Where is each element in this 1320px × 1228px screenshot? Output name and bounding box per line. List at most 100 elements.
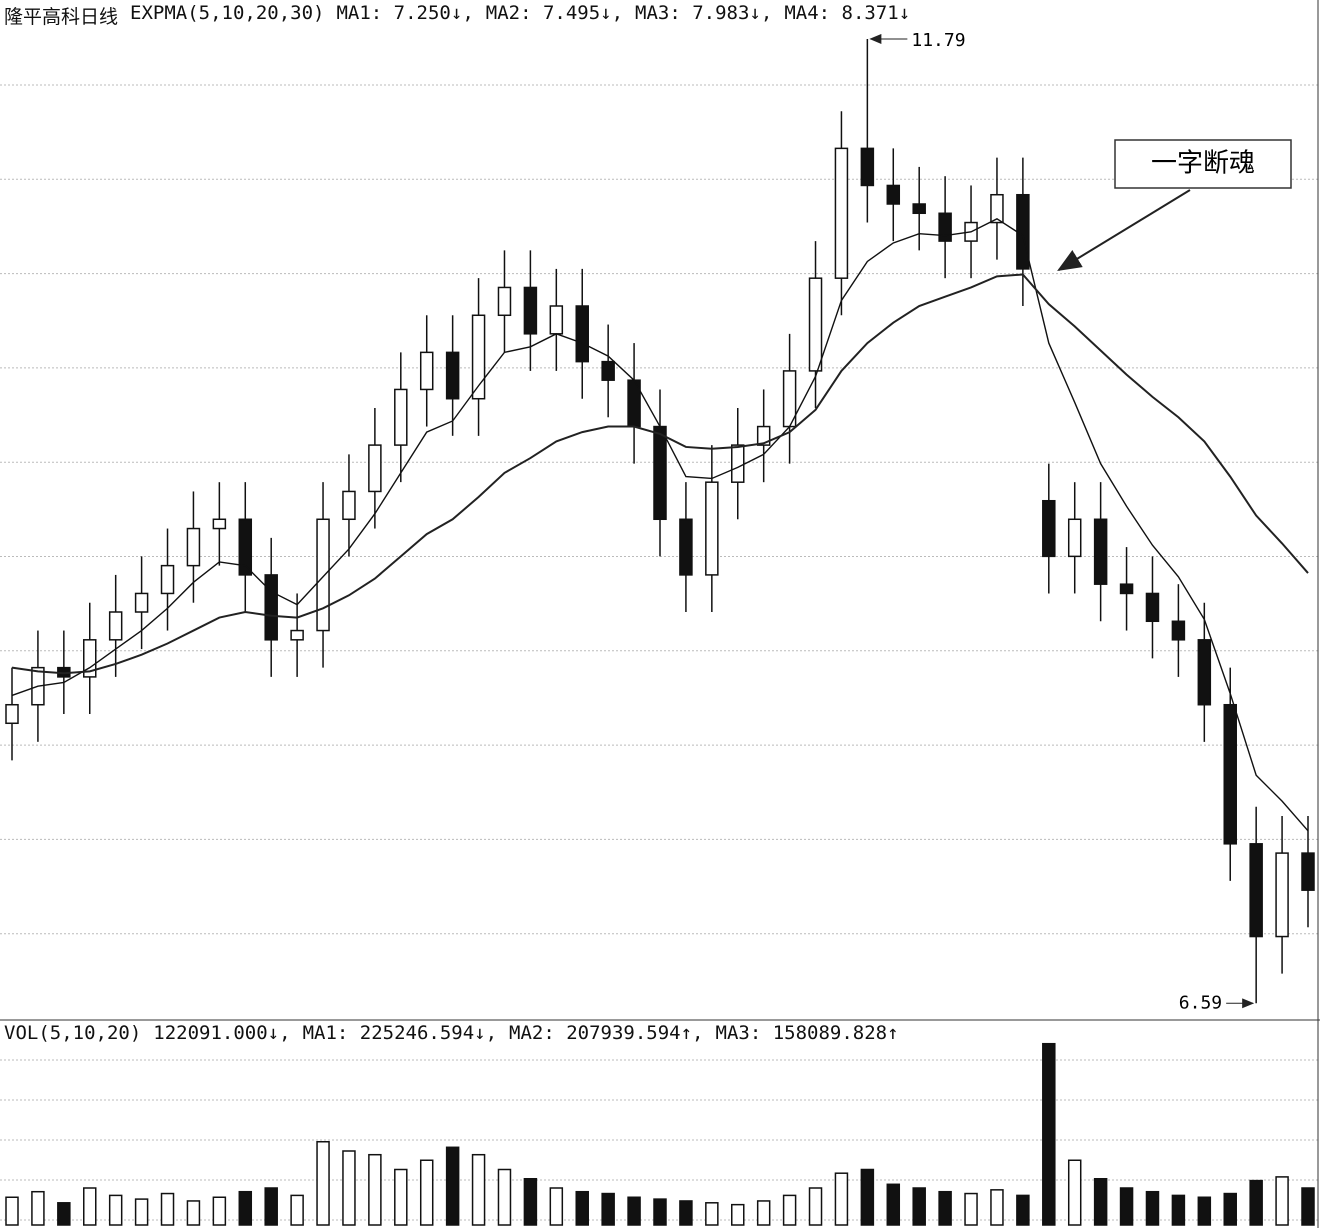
volume-bar	[1042, 1042, 1056, 1226]
indicator: EXPMA(5,10,20,30)	[130, 2, 325, 24]
candle-body	[264, 574, 278, 641]
ema-line	[11, 273, 1309, 675]
volume-bar	[1067, 1159, 1082, 1226]
candle-body	[1042, 499, 1056, 558]
volume-bar	[1249, 1179, 1263, 1226]
volume-bar	[782, 1194, 797, 1226]
candle-body	[1119, 583, 1134, 595]
volume-bar	[1119, 1187, 1134, 1226]
volume-bar	[238, 1190, 253, 1226]
indicator-value: MA3: 7.983↓,	[635, 2, 773, 24]
volume-bar	[445, 1146, 460, 1226]
volume-header: VOL(5,10,20) 122091.000↓, MA1: 225246.59…	[4, 1022, 899, 1044]
candle-body	[1197, 639, 1212, 706]
candle-body	[471, 314, 486, 400]
volume-bar	[134, 1198, 149, 1226]
volume-bar	[601, 1192, 615, 1226]
candle-body	[212, 518, 227, 530]
volume-bar	[964, 1192, 978, 1226]
volume-bar	[990, 1189, 1004, 1226]
price-header: 隆平高科日线 EXPMA(5,10,20,30) MA1: 7.250↓, MA…	[4, 2, 910, 29]
volume-bar	[1093, 1178, 1108, 1226]
candle-body	[134, 592, 149, 613]
annotation-arrow	[1057, 189, 1191, 272]
volume-bar	[342, 1150, 356, 1226]
ema-line	[11, 218, 1309, 832]
volume-bar	[316, 1141, 330, 1226]
candle-body	[549, 305, 564, 335]
candle-body	[1171, 620, 1186, 641]
volume-bar	[368, 1153, 382, 1226]
candle-body	[653, 425, 667, 521]
candle-body	[1249, 843, 1263, 938]
candle-body	[1275, 852, 1289, 938]
candle-body	[160, 564, 175, 595]
candle-body	[1016, 193, 1030, 270]
volume-bar	[1223, 1192, 1237, 1226]
candle-body	[186, 527, 201, 567]
annotation: 一字断魂	[1151, 149, 1255, 179]
volume-value: MA2: 207939.594↑,	[509, 1022, 704, 1044]
volume-bar	[938, 1190, 952, 1226]
candle-body	[394, 388, 408, 446]
candle-body	[316, 518, 330, 632]
volume-bar	[886, 1183, 901, 1226]
volume-bar	[497, 1168, 512, 1226]
candle-body	[1145, 592, 1160, 623]
volume-bar	[1145, 1190, 1160, 1226]
volume-bar	[860, 1168, 875, 1226]
volume-bar	[212, 1196, 227, 1226]
volume-bar	[523, 1178, 538, 1226]
volume-bar	[1301, 1187, 1315, 1226]
candle-body	[342, 490, 356, 521]
candle-body	[1067, 518, 1082, 558]
candle-body	[1093, 518, 1108, 585]
title: 隆平高科日线	[4, 6, 119, 28]
volume-value: MA1: 225246.594↓,	[302, 1022, 498, 1044]
volume-bar	[160, 1192, 175, 1226]
volume-bar	[1171, 1194, 1186, 1226]
volume-bar	[186, 1200, 201, 1226]
volume-bar	[5, 1196, 19, 1226]
volume-value: 122091.000↓,	[153, 1022, 291, 1044]
volume-bar	[264, 1187, 278, 1226]
candle-body	[290, 629, 304, 641]
candle-body	[679, 518, 693, 576]
volume-bar	[31, 1190, 45, 1226]
volume-bar	[1197, 1196, 1212, 1226]
candle-body	[912, 203, 926, 215]
candle-body	[83, 639, 97, 678]
volume-bar	[394, 1168, 408, 1226]
volume-bar	[756, 1200, 771, 1226]
candle-body	[108, 611, 123, 641]
low-label: 6.59	[1179, 992, 1222, 1013]
volume-bar	[575, 1190, 589, 1226]
candle-body	[368, 444, 382, 493]
indicator-value: MA4: 8.371↓	[784, 2, 911, 24]
candle-body	[808, 277, 823, 372]
volume-bar	[57, 1202, 71, 1226]
candle-body	[938, 212, 952, 242]
candle-body	[1223, 703, 1237, 845]
candle-body	[1301, 852, 1315, 891]
volume-bar	[290, 1194, 304, 1226]
volume-bar	[808, 1187, 823, 1226]
volume-bar	[1275, 1176, 1289, 1226]
volume-bar	[834, 1172, 849, 1226]
volume-value: MA3: 158089.828↑	[715, 1022, 899, 1044]
indicator-value: MA2: 7.495↓,	[485, 2, 624, 24]
volume-bar	[705, 1202, 719, 1226]
volume-bar	[679, 1200, 693, 1226]
volume-bar	[419, 1159, 434, 1226]
candle-body	[834, 147, 849, 279]
volume-bar	[549, 1187, 564, 1226]
candle-body	[523, 286, 538, 335]
candle-body	[731, 444, 745, 483]
candle-body	[497, 286, 512, 317]
candle-body	[419, 351, 434, 391]
candle-body	[756, 425, 771, 446]
volume-bar	[627, 1196, 641, 1226]
volume-title: VOL(5,10,20)	[4, 1022, 142, 1044]
